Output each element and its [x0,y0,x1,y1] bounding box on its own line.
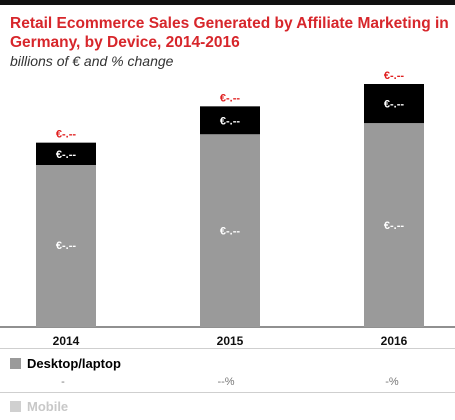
data-label-desktop-2016: €-.-- [384,220,405,232]
legend-mobile-swatch [10,401,21,412]
data-label-mobile-2016: €-.-- [384,99,405,111]
x-tick-label-2016: 2016 [381,334,408,348]
legend-mobile: Mobile [10,399,68,414]
data-label-mobile-2014: €-.-- [56,149,77,161]
legend-separator-2 [0,392,455,393]
data-label-mobile-2015: €-.-- [220,115,241,127]
legend-desktop-swatch [10,358,21,369]
legend-desktop-change-2016: -% [385,376,399,388]
data-label-total-2016: €-.-- [384,70,405,82]
x-tick-label-2015: 2015 [217,334,244,348]
chart-subtitle: billions of € and % change [10,53,174,69]
x-tick-label-2014: 2014 [53,334,80,348]
legend-desktop-change-2015: --% [217,376,235,388]
data-label-desktop-2015: €-.-- [220,225,241,237]
stacked-bar-chart: €-.-- €-.-- €-.-- 2014 €-.-- €-.-- €-.-- 2015 €-… [0,70,455,348]
bar-desktop-2015 [200,134,260,327]
data-label-total-2015: €-.-- [220,92,241,104]
top-rule [0,0,455,5]
legend-separator [0,348,455,349]
legend-desktop-change-2014: - [61,376,65,388]
bar-desktop-2014 [36,165,96,327]
bar-desktop-2016 [364,123,424,327]
bar-mobile-2015 [200,106,260,135]
data-label-total-2014: €-.-- [56,129,77,141]
bar-mobile-2014 [36,142,96,165]
legend-desktop: Desktop/laptop [10,356,121,371]
legend-mobile-label: Mobile [27,399,69,414]
chart-title: Retail Ecommerce Sales Generated by Affi… [10,15,449,51]
legend-desktop-label: Desktop/laptop [27,356,121,371]
bar-mobile-2016 [364,84,424,124]
data-label-desktop-2014: €-.-- [56,240,77,252]
